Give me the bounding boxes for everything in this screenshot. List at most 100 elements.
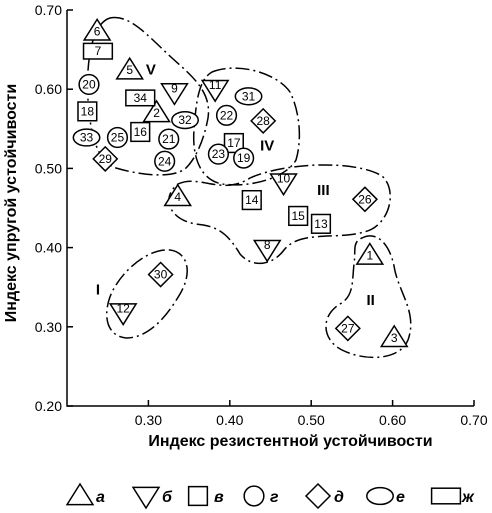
cluster-outline-I [105,249,188,339]
point-marker [158,128,180,150]
data-point: 12 [108,302,138,326]
legend-label: а [96,489,105,506]
point-label: 1 [366,249,373,263]
data-point: 17 [223,132,244,154]
point-label: 32 [178,113,192,127]
y-tick-label: 0.50 [35,160,62,176]
point-marker [252,239,282,263]
y-tick-label: 0.20 [35,398,62,414]
point-marker [154,150,176,172]
point-label: 21 [162,132,176,146]
data-point: 34 [125,89,156,107]
point-marker [130,121,151,143]
point-marker [207,143,229,165]
point-marker [78,73,100,96]
point-label: 27 [341,321,355,335]
point-marker [160,82,189,106]
legend-item: е [366,486,405,506]
group-label: III [317,182,330,199]
x-tick-label: 0.50 [298,412,325,428]
data-point: 27 [334,315,361,342]
point-marker [355,242,385,265]
point-marker [334,315,361,342]
legend-marker [187,485,209,507]
point-label: 2 [153,106,160,120]
cluster-outline-II [325,235,412,359]
point-label: 25 [111,131,125,145]
legend-item: ж [430,487,475,506]
data-point: 6 [82,17,112,41]
point-marker [115,56,144,80]
point-label: 28 [256,114,270,128]
group-label: V [146,61,156,78]
data-point: 15 [288,205,309,227]
axes: 0.20 0.30 0.40 0.50 0.60 0.70 0.30 0.40 0.50 0.60… [3,2,488,450]
x-tick-label: 0.30 [135,412,162,428]
data-point: 31 [234,87,263,106]
point-label: 11 [209,78,222,92]
data-point: 23 [207,143,229,165]
point-label: 30 [154,268,168,282]
data-point: 5 [115,56,144,80]
legend-label: д [334,489,344,506]
legend-marker [65,482,95,506]
y-tick-label: 0.30 [35,319,62,335]
data-point: 24 [154,150,176,172]
legend-label: ж [461,489,475,506]
point-label: 22 [220,108,234,122]
point-marker [171,110,199,130]
legend-marker [366,486,394,506]
legend-item: г [243,485,279,507]
point-marker [379,324,409,348]
data-point: 26 [351,186,378,213]
point-label: 29 [99,152,113,166]
point-label: 34 [134,91,148,105]
data-point: 32 [171,110,199,130]
point-label: 15 [291,209,305,223]
point-label: 31 [242,89,256,103]
point-label: 17 [227,136,241,150]
point-label: 12 [116,302,130,316]
data-point: 33 [72,128,101,147]
point-label: 4 [174,190,181,204]
point-marker [250,107,277,134]
data-point: 4 [163,183,193,207]
x-tick-label: 0.60 [379,412,406,428]
data-point: 19 [233,147,255,169]
point-marker [233,147,255,169]
point-label: 7 [95,44,102,58]
group-label: I [96,282,100,299]
data-point: 22 [215,104,238,126]
x-tick-label: 0.70 [460,412,487,428]
group-label: II [366,292,374,309]
legend-item: б [131,486,173,510]
point-marker [82,42,114,60]
point-marker [125,89,156,107]
data-point: 29 [92,145,119,172]
point-label: 9 [171,81,178,95]
y-tick-label: 0.60 [35,81,62,97]
data-point: 28 [250,107,277,134]
legend-marker [430,487,462,505]
point-label: 8 [264,238,271,252]
point-marker [223,132,244,154]
data-point: 18 [77,101,98,122]
legend-label: е [396,489,405,506]
data-point: 9 [160,81,189,106]
legend-item: а [65,482,105,506]
y-tick-label: 0.70 [35,2,62,18]
data-point: 8 [252,238,282,263]
point-label: 24 [158,154,172,168]
data-point: 1 [355,242,385,265]
data-point: 3 [379,324,409,348]
point-marker [147,261,174,288]
y-axis-label: Индекс упругой устойчивости [3,84,20,322]
point-label: 3 [391,331,398,345]
point-label: 14 [245,193,259,207]
point-marker [82,17,112,41]
point-marker [215,104,238,126]
data-point: 20 [78,73,100,96]
group-label: IV [260,137,274,154]
